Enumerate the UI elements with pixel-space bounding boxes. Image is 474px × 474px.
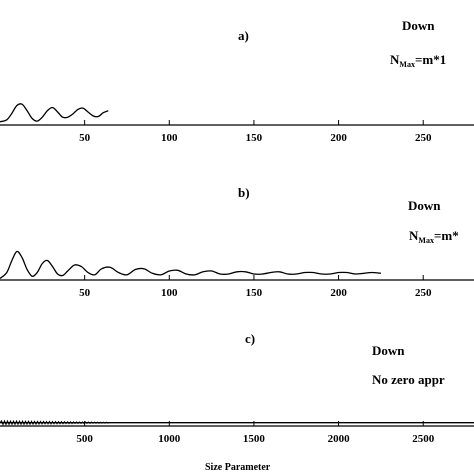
panel-c-annotation-no-zero: No zero appr [372,372,445,387]
panel-c-tick-label: 2500 [412,433,435,445]
panel-c-annotation-down: Down [372,343,405,358]
panel-c: 500 1000 1500 2000 2500 c) Down No zero appr… [0,331,474,473]
panel-b-annotation-rest: =m* [434,228,459,243]
panel-b-tick-label: 100 [161,287,178,299]
panel-a-tick-label: 250 [415,132,432,144]
panel-a-label: a) [238,28,249,43]
panel-a-tick-label: 200 [330,132,347,144]
panel-b-annotation-nmax: NMax=m* [409,228,459,245]
panel-a-annotation-rest: =m*1 [415,52,446,67]
panel-c-label: c) [245,331,255,346]
panel-c-tick-label: 2000 [328,433,351,445]
panel-c-ticks: 500 1000 1500 2000 2500 [76,421,435,445]
panel-b-tick-label: 250 [415,287,432,299]
panel-c-oscillation-start [0,419,110,426]
panel-b-annotation-down: Down [408,198,441,213]
panel-a-annotation-down: Down [402,18,435,33]
panel-a-tick-label: 100 [161,132,178,144]
panel-b-tick-label: 200 [330,287,347,299]
panel-c-tick-label: 1000 [158,433,181,445]
panel-b-tick-label: 150 [246,287,263,299]
panel-a-series-line [0,103,109,123]
panel-a-annotation-sub: Max [399,60,415,69]
panel-a-annotation-n: N [390,52,400,67]
panel-a-tick-label: 50 [79,132,91,144]
panel-b-label: b) [238,185,250,200]
panel-b-tick-label: 50 [79,287,91,299]
panel-a-tick-label: 150 [246,132,263,144]
panel-b-series-line [0,250,381,280]
panel-b-ticks: 50 100 150 200 250 [79,275,432,299]
panel-b-annotation-sub: Max [418,236,434,245]
x-axis-label: Size Parameter [205,462,271,473]
panel-a-ticks: 50 100 150 200 250 [79,120,432,144]
panel-a-annotation-nmax: NMax=m*1 [390,52,446,69]
panel-c-tick-label: 1500 [243,433,266,445]
panel-a: 50 100 150 200 250 a) Down NMax=m*1 [0,18,474,144]
panel-b-annotation-n: N [409,228,419,243]
panel-c-tick-label: 500 [76,433,93,445]
panel-b: 50 100 150 200 250 b) Down NMax=m* [0,185,474,299]
